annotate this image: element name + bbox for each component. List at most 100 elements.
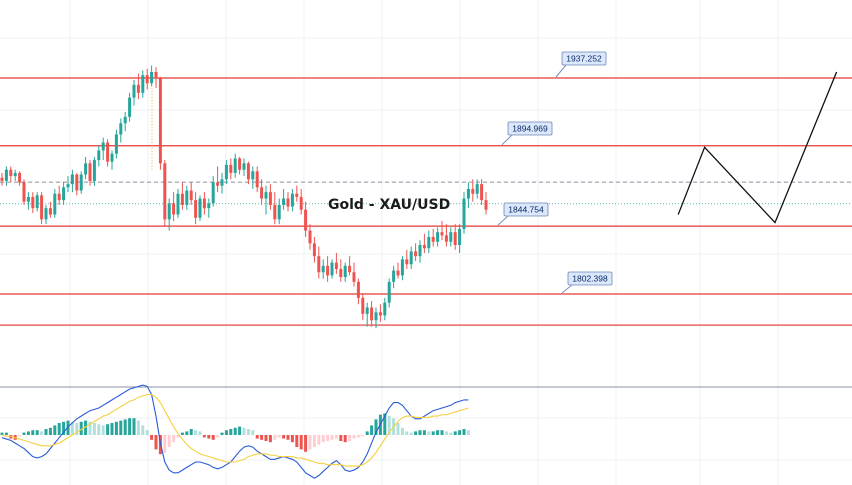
candle-body	[194, 200, 198, 218]
macd-histogram-bar	[299, 435, 303, 450]
candle-body	[484, 200, 488, 210]
candle-body	[176, 193, 180, 215]
macd-histogram-bar	[216, 435, 220, 438]
candle-body	[449, 232, 453, 242]
candle-body	[110, 153, 114, 162]
candle-body	[154, 71, 158, 79]
candle-body	[268, 192, 272, 205]
macd-histogram-bar	[141, 425, 145, 435]
macd-histogram-bar	[189, 429, 193, 435]
projection-zigzag	[677, 71, 838, 224]
candle-body	[255, 171, 259, 188]
candle-body	[453, 232, 457, 245]
candle-body	[264, 192, 268, 199]
candle-body	[326, 265, 330, 276]
level-callouts: 1937.252 1894.969 1844.754 1802.398	[497, 51, 613, 294]
candle-body	[44, 208, 48, 220]
macd-histogram-bar	[194, 430, 198, 435]
macd-histogram-bar	[312, 435, 316, 447]
macd-histogram-bar	[440, 430, 444, 435]
candle-body	[312, 243, 316, 257]
candle-body	[22, 182, 26, 202]
candle-body	[26, 196, 30, 202]
candle-body	[396, 270, 400, 276]
macd-histogram-bar	[35, 430, 39, 435]
macd-histogram-bar	[436, 430, 440, 435]
candle-body	[40, 195, 44, 220]
candle-body	[101, 142, 105, 151]
candle-body	[466, 188, 470, 199]
candle-body	[0, 177, 4, 181]
candle-body	[348, 265, 352, 273]
macd-histogram-bar	[154, 435, 158, 450]
candle-body	[97, 150, 101, 161]
macd-histogram-bar	[172, 435, 176, 443]
candle-body	[356, 281, 360, 298]
price-dashed-lines	[0, 84, 852, 205]
candle-body	[383, 302, 387, 316]
candle-body	[304, 209, 308, 231]
candle-body	[106, 142, 110, 162]
candle-body	[189, 190, 193, 201]
candle-body	[128, 97, 132, 117]
candle-body	[180, 193, 184, 205]
macd-histogram-bar	[22, 432, 26, 435]
macd-histogram-bar	[185, 431, 189, 435]
macd-histogram-bar	[264, 435, 268, 441]
projection-line	[677, 71, 838, 224]
macd-histogram-bar	[84, 420, 88, 435]
candle-body	[158, 78, 162, 164]
macd-histogram-bar	[176, 435, 180, 438]
candle-body	[436, 232, 440, 242]
candle-body	[242, 163, 246, 170]
candle-body	[343, 265, 347, 278]
candle-body	[260, 187, 264, 199]
chart-title: Gold - XAU/USD	[328, 197, 450, 213]
macd-histogram-bar	[128, 418, 132, 435]
macd-histogram-bar	[422, 430, 426, 435]
macd-histogram-bar	[356, 435, 360, 438]
macd-histogram-bar	[414, 431, 418, 435]
macd-histogram-bar	[150, 435, 154, 440]
candle-body	[123, 116, 127, 124]
macd-histogram-bar	[75, 423, 79, 435]
candle-body	[119, 123, 123, 135]
candle-body	[352, 272, 356, 282]
candle-body	[361, 297, 365, 314]
level-callout: 1802.398	[561, 271, 613, 294]
candle-body	[84, 163, 88, 175]
macd-histogram-bar	[317, 435, 321, 445]
macd-histogram-bar	[110, 423, 114, 435]
callout-label: 1802.398	[572, 274, 608, 284]
macd-histogram-bar	[348, 435, 352, 441]
macd-histogram-bar	[290, 435, 294, 443]
macd-histogram-bar	[70, 421, 74, 435]
macd-histogram-bar	[18, 435, 22, 437]
candle-body	[172, 203, 176, 215]
candle-body	[114, 134, 118, 154]
price-candles	[0, 65, 488, 329]
macd-histogram-bar	[396, 423, 400, 435]
candle-body	[365, 307, 369, 314]
callout-pointer	[561, 284, 573, 294]
candle-body	[150, 71, 154, 84]
candle-body	[251, 171, 255, 180]
signal-line	[1, 393, 469, 467]
candle-body	[400, 259, 404, 276]
macd-histogram-bar	[321, 435, 325, 443]
macd-histogram-bar	[255, 435, 259, 439]
macd-histogram-bar	[449, 432, 453, 435]
macd-histogram-bar	[238, 426, 242, 435]
macd-histogram-bar	[295, 435, 299, 447]
candle-body	[295, 193, 299, 197]
level-callout: 1937.252	[555, 51, 607, 78]
candle-body	[145, 75, 149, 84]
candle-body	[132, 84, 136, 98]
candle-body	[308, 230, 312, 244]
macd-histogram-bar	[40, 431, 44, 435]
candle-body	[475, 184, 479, 194]
macd-histogram-bar	[101, 425, 105, 435]
macd-histogram-bar	[211, 435, 215, 440]
macd-indicator-pane	[0, 384, 470, 479]
